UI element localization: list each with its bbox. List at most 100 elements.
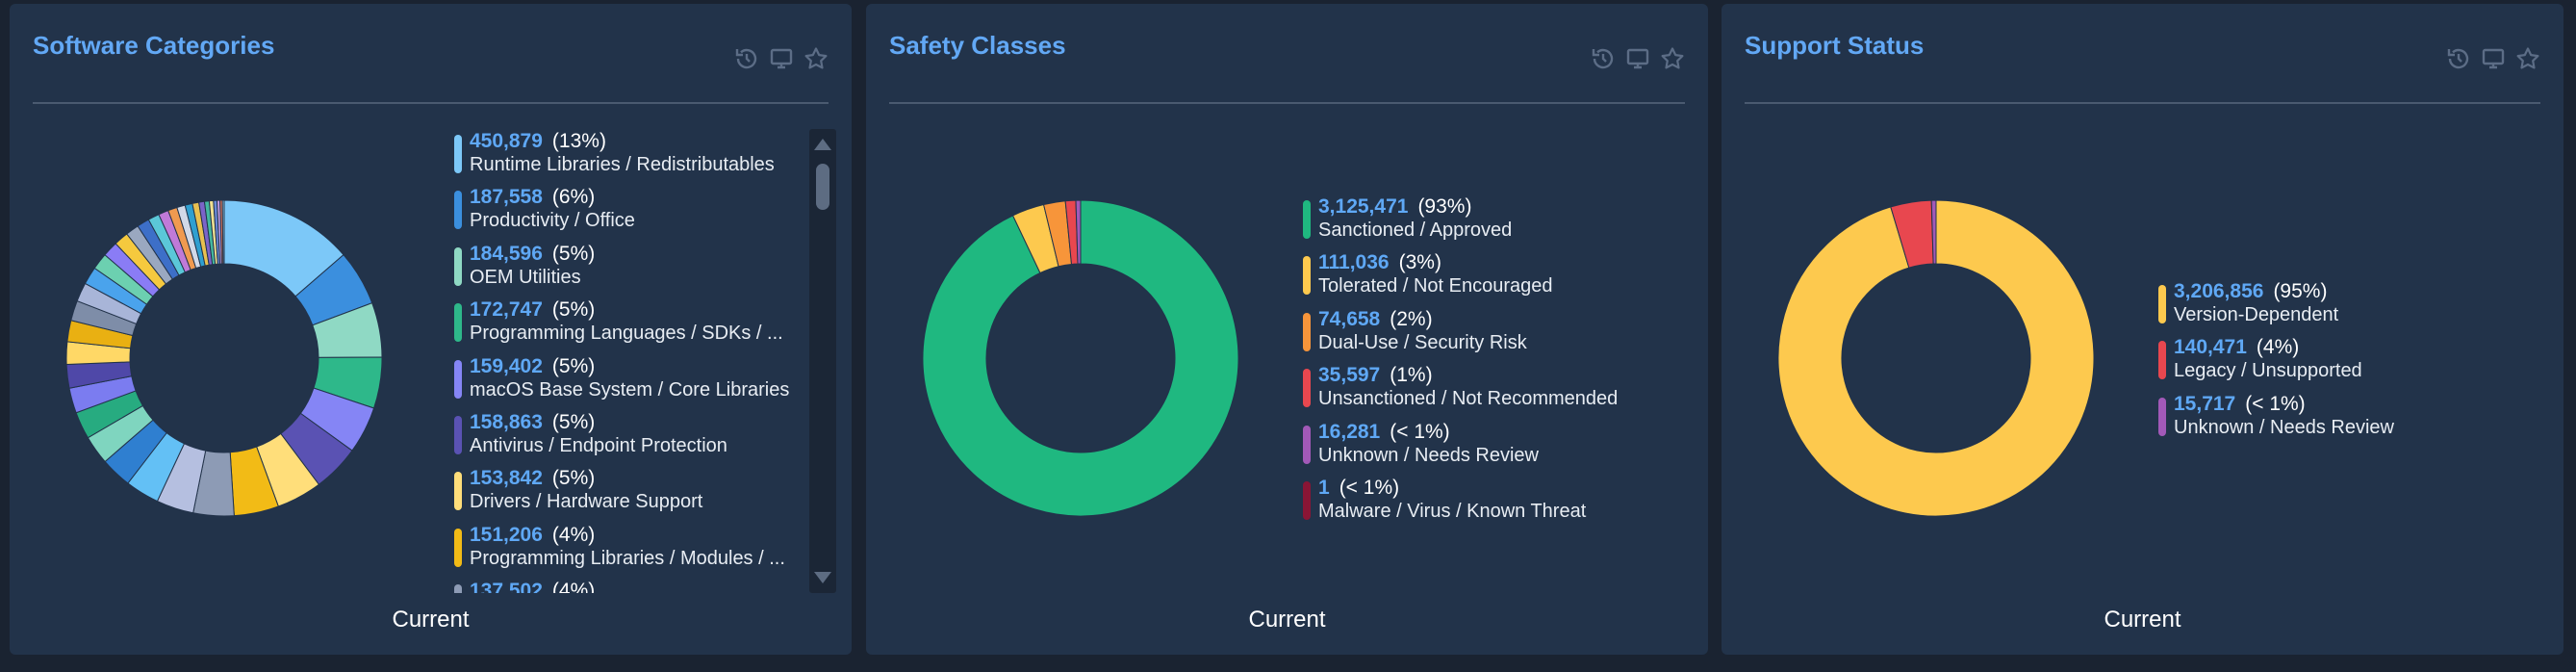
monitor-icon[interactable] [2481,46,2506,71]
legend-swatch [454,584,462,593]
legend-item[interactable]: 151,206 (4%) Programming Libraries / Modul… [454,523,789,579]
legend-item[interactable]: 140,471 (4%) Legacy / Unsupported [2158,335,2394,391]
panel-title: Safety Classes [889,31,1066,60]
legend-values: 158,863 (5%) [470,410,789,434]
legend-swatch [454,472,462,511]
legend-count: 151,206 [470,523,543,546]
legend-label: Tolerated / Not Encouraged [1318,275,1553,297]
legend-count: 159,402 [470,354,543,377]
safety-classes-legend: 3,125,471 (93%) Sanctioned / Approved 111,0… [1303,194,1618,531]
panel-title: Software Categories [33,31,275,60]
legend-item[interactable]: 172,747 (5%) Programming Languages / SDKs … [454,297,789,353]
chart-footer-label: Current [392,607,470,633]
legend-item[interactable]: 158,863 (5%) Antivirus / Endpoint Protecti… [454,410,789,466]
legend-swatch [454,359,462,399]
legend-label: Unknown / Needs Review [2174,416,2394,438]
legend-count: 74,658 [1318,307,1381,330]
legend-label: macOS Base System / Core Libraries [470,378,790,401]
legend-count: 3,125,471 [1318,195,1409,218]
legend-label: Version-Dependent [2174,304,2339,325]
legend-item[interactable]: 74,658 (2%) Dual-Use / Security Risk [1303,307,1618,363]
monitor-icon[interactable] [1625,46,1650,71]
legend-values: 140,471 (4%) [2174,335,2394,359]
star-icon[interactable] [1660,46,1685,71]
legend-count: 184,596 [470,242,543,265]
donut-slice[interactable] [221,199,225,265]
scroll-down-arrow-icon[interactable] [814,572,831,583]
monitor-icon[interactable] [769,46,794,71]
legend-count: 16,281 [1318,420,1381,443]
legend-values: 1 (< 1%) [1318,476,1618,500]
history-icon[interactable] [734,46,759,71]
legend-count: 15,717 [2174,392,2236,415]
legend-swatch [1303,480,1311,520]
legend-count: 137,502 [470,580,543,593]
panel-divider [33,102,829,104]
chart-footer-label: Current [1248,607,1326,633]
legend-item[interactable]: 3,206,856 (95%) Version-Dependent [2158,279,2394,335]
legend-count: 158,863 [470,410,543,433]
legend-values: 151,206 (4%) [470,523,789,547]
legend-item[interactable]: 187,558 (6%) Productivity / Office [454,185,789,241]
panel-divider [1745,102,2540,104]
legend-percent: (93%) [1417,195,1472,218]
legend-item[interactable]: 184,596 (5%) OEM Utilities [454,242,789,297]
legend-values: 3,125,471 (93%) [1318,194,1618,219]
legend-percent: (2%) [1390,307,1433,330]
legend-count: 35,597 [1318,364,1381,387]
star-icon[interactable] [803,46,829,71]
donut-slice[interactable] [1930,199,1937,265]
legend-percent: (5%) [551,410,596,433]
legend-label: Programming Libraries / Modules / ... [470,547,785,569]
legend-swatch [454,303,462,343]
legend-values: 35,597 (1%) [1318,363,1618,387]
legend-item[interactable]: 450,879 (13%) Runtime Libraries / Redistri… [454,129,789,185]
legend-swatch [2158,285,2166,323]
software-categories-legend: 450,879 (13%) Runtime Libraries / Redistri… [454,129,801,593]
star-icon[interactable] [2515,46,2540,71]
legend-count: 153,842 [470,467,543,490]
legend-item[interactable]: 3,125,471 (93%) Sanctioned / Approved [1303,194,1618,250]
legend-percent: (95%) [2273,280,2328,302]
legend-item[interactable]: 1 (< 1%) Malware / Virus / Known Threat [1303,476,1618,531]
legend-percent: (4%) [551,523,596,546]
donut-slice[interactable] [1777,199,2095,517]
legend-count: 1 [1318,476,1330,499]
legend-label: Unknown / Needs Review [1318,444,1539,466]
legend-values: 159,402 (5%) [470,354,789,378]
scroll-thumb[interactable] [816,164,829,210]
legend-item[interactable]: 16,281 (< 1%) Unknown / Needs Review [1303,420,1618,476]
legend-values: 16,281 (< 1%) [1318,420,1618,444]
legend-percent: (< 1%) [1390,420,1450,443]
legend-item[interactable]: 137,502 (4%) [454,579,789,593]
legend-label: Legacy / Unsupported [2174,360,2362,382]
legend-percent: (13%) [551,130,606,152]
legend-label: Runtime Libraries / Redistributables [470,154,775,175]
donut-slice[interactable] [922,199,1239,517]
legend-scrollbar[interactable] [809,129,836,593]
legend-swatch [1303,369,1311,408]
legend-percent: (6%) [551,186,596,209]
legend-swatch [1303,256,1311,296]
legend-percent: (5%) [551,467,596,490]
scroll-up-arrow-icon[interactable] [814,139,831,150]
panel-divider [889,102,1685,104]
legend-item[interactable]: 153,842 (5%) Drivers / Hardware Support [454,466,789,522]
panel-title: Support Status [1745,31,1925,60]
legend-values: 137,502 (4%) [470,579,789,593]
legend-percent: (1%) [1390,364,1433,387]
legend-label: Drivers / Hardware Support [470,491,703,513]
legend-swatch [454,246,462,286]
legend-item[interactable]: 35,597 (1%) Unsanctioned / Not Recommended [1303,363,1618,419]
history-icon[interactable] [1591,46,1616,71]
legend-item[interactable]: 159,402 (5%) macOS Base System / Core Libr… [454,354,789,410]
legend-values: 187,558 (6%) [470,185,789,209]
legend-item[interactable]: 15,717 (< 1%) Unknown / Needs Review [2158,392,2394,448]
legend-item[interactable]: 111,036 (3%) Tolerated / Not Encouraged [1303,250,1618,306]
legend-label: Programming Languages / SDKs / ... [470,323,783,345]
legend-percent: (4%) [551,580,596,593]
history-icon[interactable] [2446,46,2471,71]
panel-toolbar [734,46,829,71]
legend-percent: (5%) [551,242,596,265]
legend-values: 15,717 (< 1%) [2174,392,2394,416]
